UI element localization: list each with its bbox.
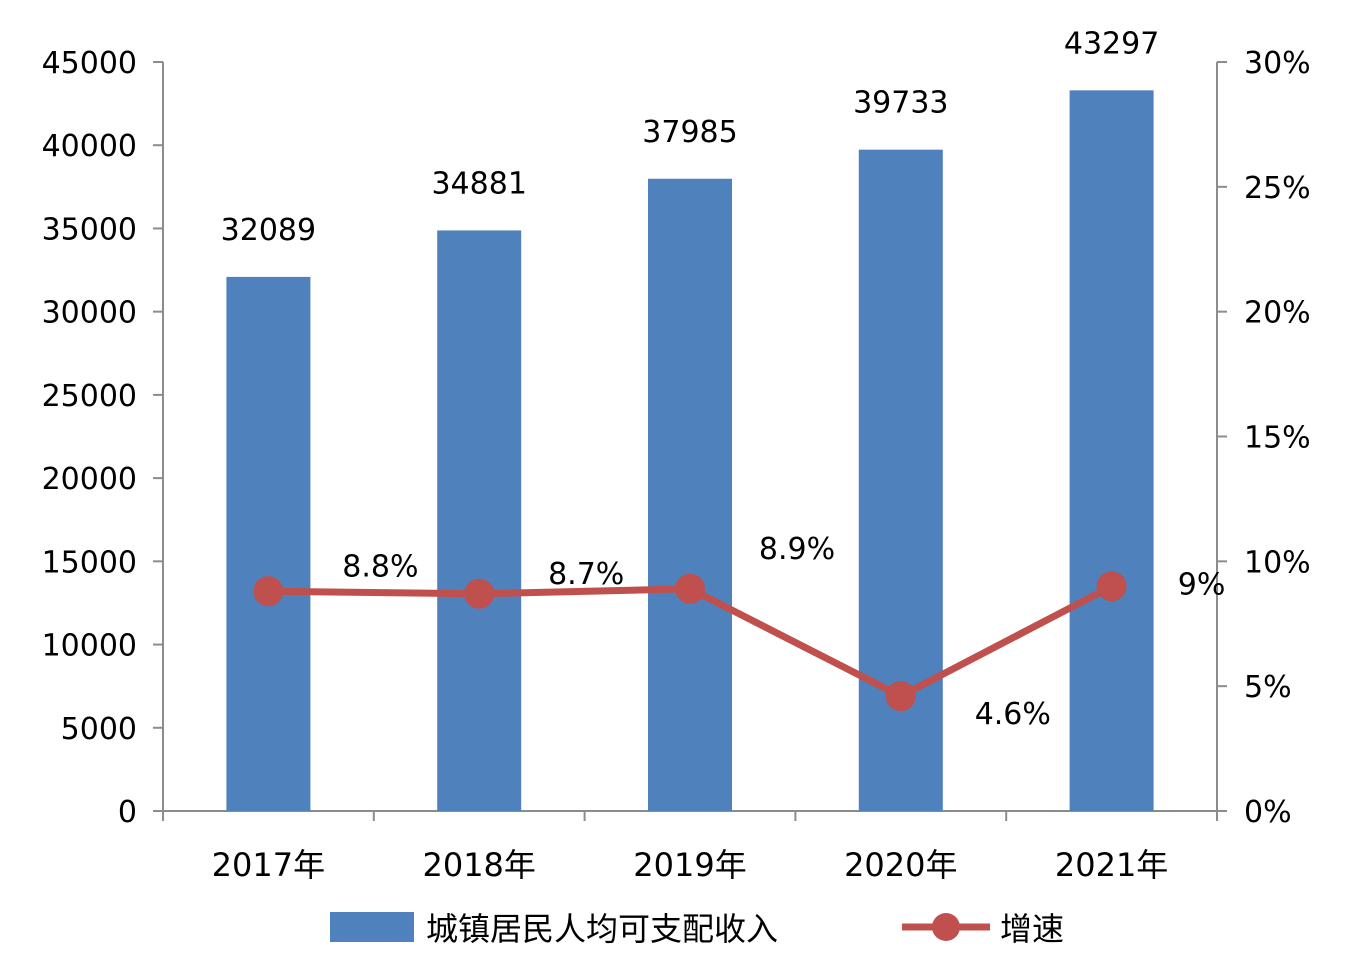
y-right-tick-label: 5% bbox=[1244, 670, 1292, 705]
legend-swatch-rate-marker bbox=[932, 913, 960, 941]
y-right-tick-label: 30% bbox=[1244, 46, 1311, 81]
y-right-tick-label: 10% bbox=[1244, 545, 1311, 580]
growth-value-label: 9% bbox=[1178, 567, 1226, 602]
bar-value-label: 39733 bbox=[853, 86, 948, 121]
y-left-tick-label: 35000 bbox=[42, 212, 137, 247]
line-data-labels: 8.8% 8.7% 8.9% 4.6% 9% bbox=[342, 532, 1225, 732]
y-left-tick-label: 30000 bbox=[42, 296, 137, 331]
y-left-tick-label: 20000 bbox=[42, 462, 137, 497]
growth-value-label: 8.7% bbox=[548, 557, 624, 592]
x-tick-label: 2020年 bbox=[844, 846, 957, 884]
y-left-tick-label: 5000 bbox=[61, 712, 137, 747]
y-left-tick-label: 40000 bbox=[42, 129, 137, 164]
growth-point bbox=[1096, 571, 1127, 602]
y-right-tick-label: 0% bbox=[1244, 795, 1292, 830]
bar bbox=[648, 178, 732, 812]
y-left-tick-label: 10000 bbox=[42, 629, 137, 664]
chart-axes: 0 5000 10000 15000 20000 25000 30000 35000 40000… bbox=[42, 46, 1311, 884]
bar bbox=[1069, 90, 1154, 812]
x-tick-label: 2018年 bbox=[422, 846, 535, 884]
growth-point bbox=[675, 573, 705, 604]
legend-label-rate: 增速 bbox=[1000, 910, 1064, 948]
growth-value-label: 8.9% bbox=[759, 532, 835, 567]
growth-point bbox=[464, 578, 495, 609]
y-right-tick-label: 25% bbox=[1244, 171, 1311, 206]
x-tick-label: 2021年 bbox=[1055, 846, 1168, 884]
y-left-tick-label: 45000 bbox=[42, 46, 137, 81]
y-left-tick-label: 0 bbox=[118, 795, 137, 830]
legend-swatch-income bbox=[330, 912, 414, 942]
bar bbox=[858, 149, 943, 812]
y-left-tick-label: 15000 bbox=[42, 545, 137, 580]
legend: 城镇居民人均可支配收入 增速 bbox=[330, 910, 1064, 948]
growth-value-label: 8.8% bbox=[342, 549, 418, 584]
bar-value-label: 43297 bbox=[1064, 26, 1159, 61]
bar-series bbox=[226, 90, 1154, 812]
x-tick-label: 2019年 bbox=[633, 846, 746, 884]
y-right-tick-label: 20% bbox=[1244, 296, 1311, 331]
legend-label-income: 城镇居民人均可支配收入 bbox=[426, 910, 778, 948]
bar bbox=[437, 230, 522, 811]
y-right-tick-label: 15% bbox=[1244, 421, 1311, 456]
bar bbox=[226, 276, 311, 811]
growth-value-label: 4.6% bbox=[975, 697, 1051, 732]
growth-point bbox=[253, 576, 284, 607]
bar-value-label: 37985 bbox=[642, 115, 737, 150]
bar-value-label: 34881 bbox=[431, 166, 526, 201]
line-series bbox=[253, 571, 1127, 712]
y-left-tick-label: 25000 bbox=[42, 379, 137, 414]
growth-point bbox=[885, 681, 916, 712]
bar-value-label: 32089 bbox=[221, 213, 316, 248]
bar-data-labels: 32089 34881 37985 39733 43297 bbox=[221, 26, 1160, 248]
x-tick-label: 2017年 bbox=[212, 846, 325, 884]
